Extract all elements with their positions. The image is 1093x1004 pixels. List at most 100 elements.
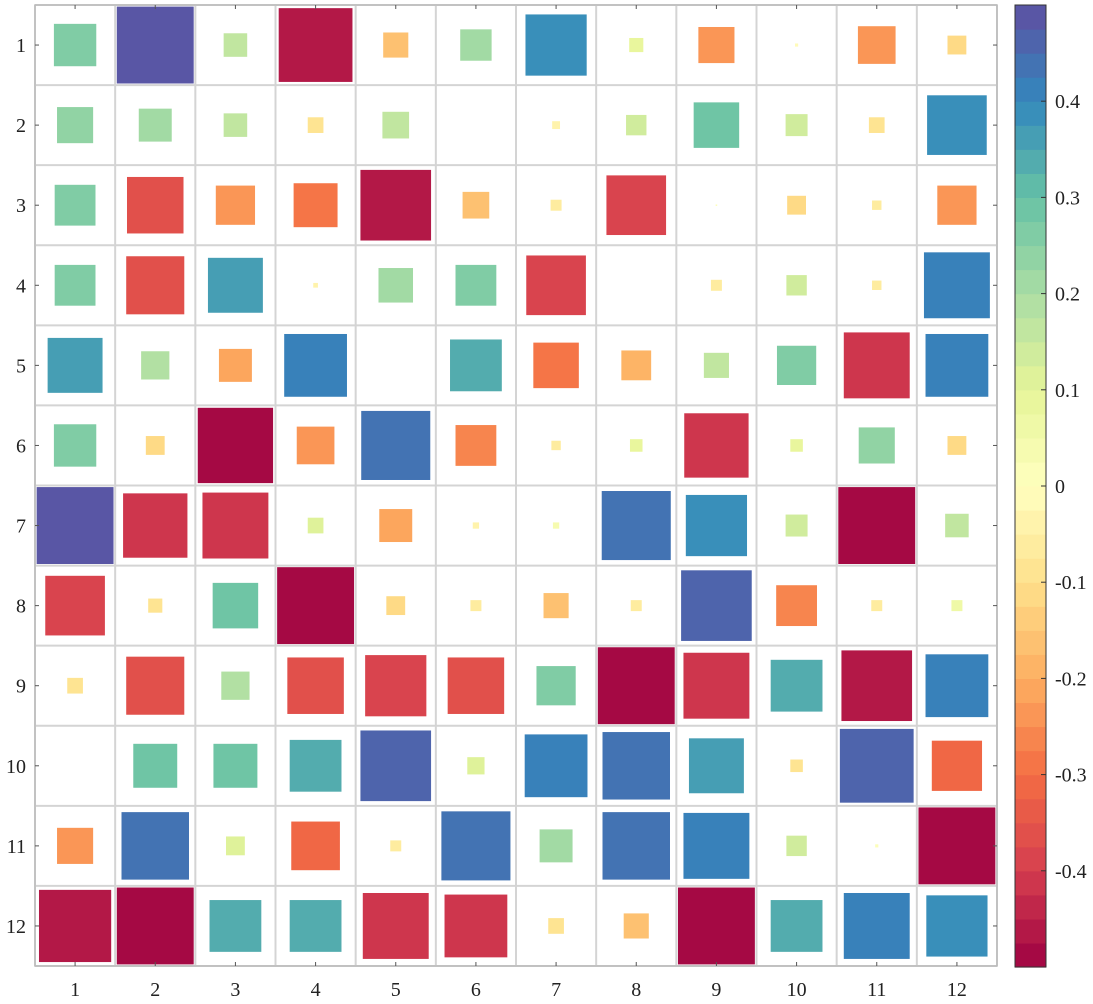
cell-square-r10-c5 — [360, 730, 432, 802]
x-tick-label: 9 — [711, 979, 721, 1001]
cell-square-r3-c5 — [360, 169, 432, 241]
cell-square-r9-c6 — [447, 657, 505, 714]
cell-square-r8-c6 — [470, 600, 482, 612]
y-tick-label: 11 — [7, 836, 26, 858]
colorbar-segment — [1015, 341, 1046, 367]
cell-square-r8-c5 — [386, 596, 406, 616]
cell-square-r2-c2 — [138, 108, 172, 142]
cell-square-r12-c7 — [548, 918, 564, 934]
cell-square-r6-c3 — [197, 407, 274, 484]
cell-square-r7-c12 — [945, 513, 969, 538]
cell-square-r3-c4 — [293, 183, 338, 228]
cell-square-r9-c3 — [221, 671, 250, 700]
cell-square-r10-c4 — [289, 739, 342, 792]
cell-square-r3-c11 — [872, 200, 882, 210]
cell-square-r11-c3 — [225, 836, 245, 856]
cell-square-r12-c4 — [289, 900, 342, 952]
cell-square-r5-c12 — [925, 333, 989, 397]
y-tick-label: 6 — [16, 435, 26, 457]
cell-square-r11-c1 — [57, 827, 94, 864]
colorbar-segment — [1015, 173, 1046, 198]
cell-square-r9-c10 — [770, 659, 823, 712]
cell-square-r4-c7 — [526, 255, 586, 316]
cell-square-r6-c12 — [947, 436, 967, 455]
cell-square-r7-c3 — [202, 492, 269, 559]
colorbar-segment — [1015, 437, 1046, 463]
colorbar-segment — [1015, 125, 1046, 150]
colorbar-segment — [1015, 29, 1046, 54]
colorbar-segment — [1015, 798, 1046, 824]
cell-square-r5-c11 — [843, 332, 910, 399]
cell-square-r3-c3 — [215, 185, 256, 225]
cell-square-r1-c5 — [383, 32, 409, 58]
cell-square-r6-c1 — [53, 424, 97, 467]
colorbar-segment — [1015, 822, 1046, 848]
cell-square-r10-c10 — [790, 759, 803, 773]
cell-square-r5-c1 — [47, 337, 103, 393]
cell-square-r6-c2 — [145, 436, 165, 455]
cell-square-r9-c2 — [126, 656, 185, 715]
colorbar-tick-label: 0.1 — [1055, 380, 1080, 402]
cell-square-r5-c4 — [284, 333, 347, 397]
cell-square-r8-c8 — [630, 600, 642, 612]
cell-square-r10-c3 — [213, 743, 258, 788]
x-tick-label: 3 — [230, 979, 240, 1001]
cell-square-r3-c7 — [550, 199, 562, 211]
cell-square-r2-c5 — [382, 111, 410, 139]
cell-square-r7-c9 — [685, 494, 748, 557]
cell-square-r7-c6 — [472, 522, 480, 529]
cell-square-r7-c1 — [36, 487, 114, 564]
cell-square-r12-c8 — [623, 913, 649, 939]
cell-square-r4-c3 — [207, 257, 263, 313]
cell-square-r5-c9 — [703, 352, 729, 378]
colorbar-segment — [1015, 101, 1046, 126]
cell-square-r9-c9 — [683, 652, 750, 719]
cell-square-r1-c2 — [116, 6, 194, 84]
cell-square-r2-c9 — [693, 102, 740, 148]
cell-square-r11-c6 — [441, 811, 511, 881]
cell-square-r11-c11 — [875, 844, 879, 848]
colorbar-segment — [1015, 77, 1046, 102]
cell-square-r5-c10 — [776, 345, 817, 385]
colorbar-segment — [1015, 5, 1046, 30]
colorbar-segment — [1015, 510, 1046, 535]
colorbar-segment — [1015, 461, 1046, 487]
cell-square-r1-c9 — [698, 26, 735, 64]
colorbar-segment — [1015, 149, 1046, 174]
cell-square-r4-c10 — [786, 275, 807, 296]
cell-square-r2-c12 — [927, 95, 987, 155]
cell-square-r8-c2 — [148, 598, 163, 613]
cell-square-r1-c7 — [525, 14, 587, 76]
colorbar-segment — [1015, 486, 1046, 511]
cell-square-r9-c11 — [841, 650, 913, 722]
colorbar-segment — [1015, 918, 1046, 944]
y-tick-label: 3 — [16, 195, 26, 217]
cell-square-r6-c8 — [629, 439, 643, 452]
x-tick-label: 12 — [947, 979, 967, 1001]
y-tick-label: 1 — [16, 35, 26, 57]
cell-square-r4-c1 — [54, 264, 96, 306]
colorbar-segment — [1015, 197, 1046, 223]
cell-square-r12-c12 — [926, 895, 988, 957]
colorbar-tick-label: 0 — [1055, 476, 1065, 498]
cell-square-r10-c11 — [839, 728, 914, 803]
colorbar-segment — [1015, 582, 1046, 607]
cell-square-r2-c10 — [785, 114, 808, 137]
cell-square-r12-c2 — [116, 887, 194, 965]
colorbar-segment — [1015, 894, 1046, 920]
colorbar-segment — [1015, 606, 1046, 631]
colorbar-segment — [1015, 774, 1046, 800]
cell-square-r7-c11 — [838, 487, 916, 564]
cell-square-r3-c12 — [937, 185, 977, 225]
cell-square-r12-c9 — [677, 887, 755, 965]
cell-square-r1-c8 — [629, 37, 644, 53]
cell-square-r8-c7 — [543, 593, 569, 619]
colorbar-tick-label: -0.4 — [1055, 861, 1087, 883]
cell-square-r5-c3 — [218, 348, 252, 382]
x-tick-label: 6 — [471, 979, 481, 1001]
cell-square-r12-c11 — [843, 892, 910, 959]
cell-square-r11-c7 — [539, 829, 573, 863]
y-tick-label: 10 — [6, 756, 26, 778]
colorbar-segment — [1015, 678, 1046, 704]
y-tick-label: 2 — [16, 115, 26, 137]
